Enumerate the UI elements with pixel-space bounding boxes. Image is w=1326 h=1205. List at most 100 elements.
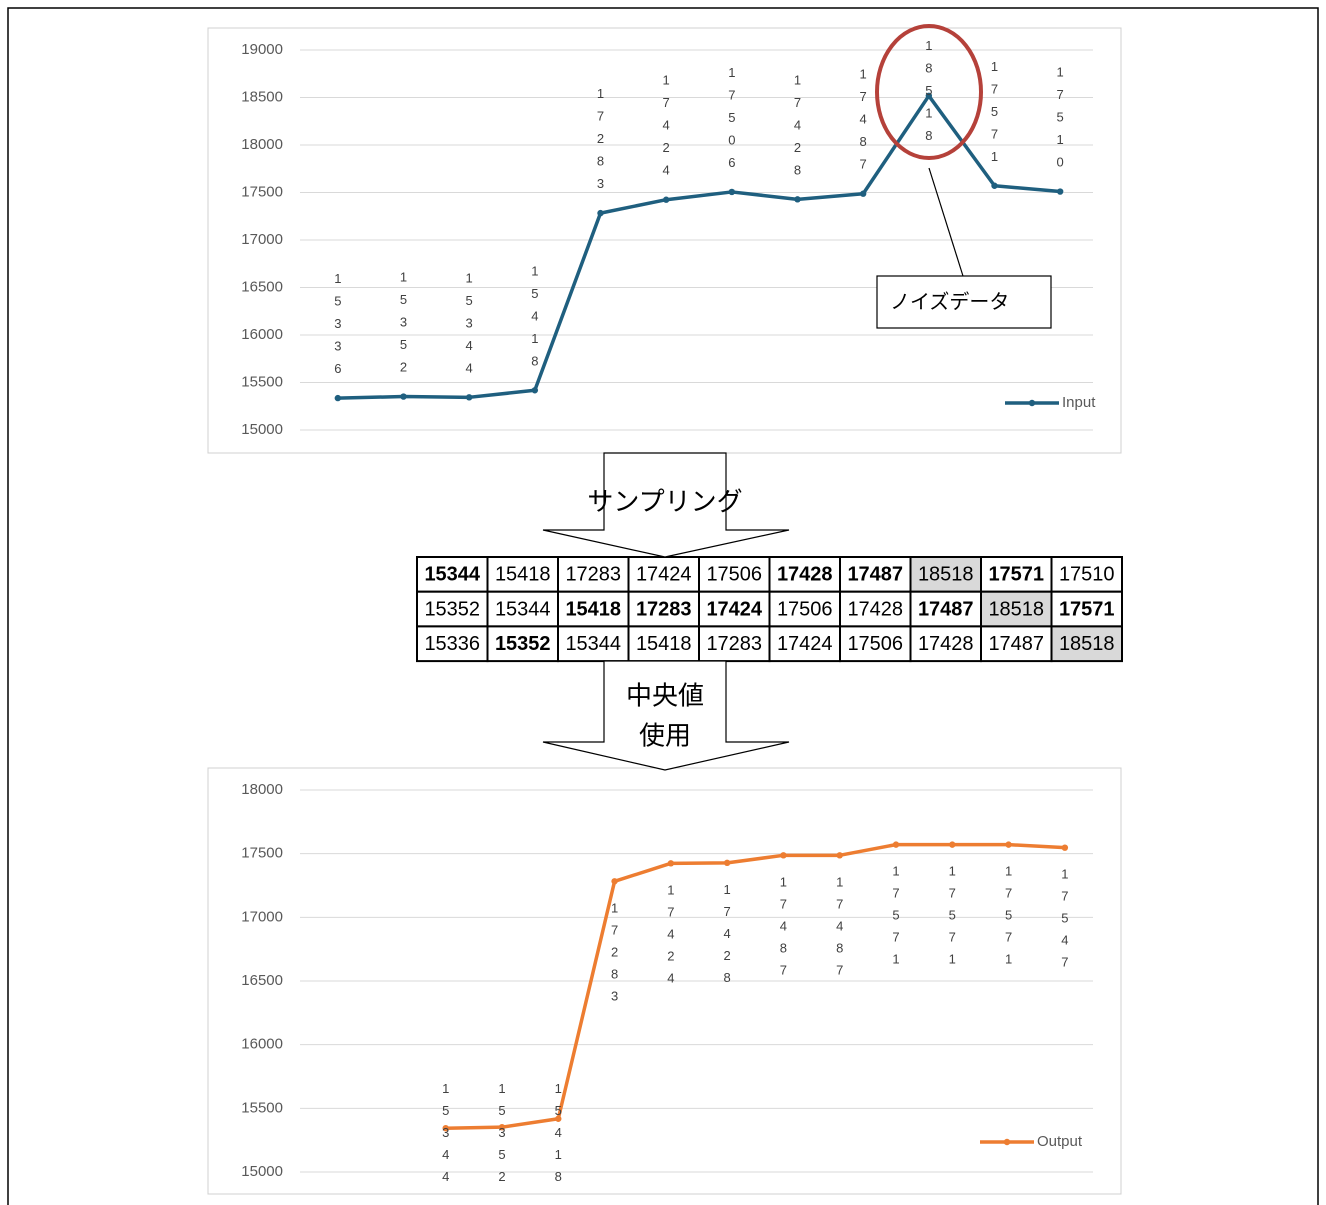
cell-text: 17506	[706, 564, 762, 586]
cell	[557, 556, 630, 593]
y-tick-label: 17500	[241, 845, 283, 862]
y-tick-label: 18000	[241, 781, 283, 798]
cell-text: 17487	[847, 564, 903, 586]
arrow-label: 中央値	[626, 682, 704, 712]
legend-label: Output	[1037, 1133, 1083, 1150]
callout-label: ノイズデータ	[890, 290, 1009, 314]
y-tick-label: 19000	[241, 41, 283, 58]
cell	[839, 590, 912, 628]
highlight-ellipse	[875, 24, 983, 160]
cell-text: 17424	[777, 633, 833, 655]
cell-text: 15344	[424, 564, 480, 586]
point	[1056, 188, 1064, 195]
point	[400, 393, 407, 400]
point	[892, 841, 900, 848]
series-line	[445, 842, 1065, 1130]
point	[465, 394, 473, 401]
point	[859, 190, 867, 197]
legend-label: Input	[1062, 394, 1096, 411]
cell	[557, 625, 630, 663]
cell-text: 17283	[565, 564, 621, 586]
cell-text: 17283	[636, 598, 692, 620]
y-tick-label: 18000	[241, 136, 283, 153]
cell	[768, 590, 841, 628]
arrow-label: サンプリング	[587, 488, 742, 518]
y-tick-label: 17500	[241, 183, 283, 200]
point	[836, 852, 843, 859]
y-tick-label: 16000	[241, 1036, 283, 1053]
point	[597, 209, 604, 217]
cell	[909, 590, 982, 628]
point	[780, 852, 787, 859]
cell-text: 17510	[1059, 564, 1115, 586]
point	[662, 196, 670, 203]
y-tick-label: 16000	[241, 326, 283, 343]
callout-line	[928, 167, 964, 277]
y-tick-label: 15000	[241, 421, 283, 438]
point	[531, 387, 539, 394]
point	[555, 1115, 562, 1122]
cell	[839, 625, 912, 663]
point	[794, 196, 801, 203]
point	[925, 92, 933, 99]
sample-table: 15344 15418 17283 17424 17506 17428 17487 18518…	[416, 556, 1123, 663]
y-tick-label: 16500	[241, 972, 283, 989]
arrow	[542, 452, 790, 558]
point	[498, 1123, 506, 1131]
point	[728, 188, 736, 196]
cell-text: 18518	[918, 564, 974, 586]
cell-text: 17424	[636, 564, 692, 586]
y-tick-label: 15500	[241, 1099, 283, 1116]
cell-text: 17428	[777, 564, 833, 586]
point	[723, 859, 731, 867]
cell-text: 18518	[1059, 633, 1115, 655]
cell-text: 18518	[988, 598, 1044, 620]
cell-text: 17428	[847, 598, 903, 620]
cell-text: 15344	[495, 598, 551, 620]
cell	[768, 625, 841, 663]
output-chart: 15000 15500 16000 16500 17000 17500 18000 1 5 3 4 4…	[207, 767, 1122, 1195]
point	[1005, 841, 1012, 848]
cell	[839, 556, 912, 593]
y-tick-label: 16500	[241, 278, 283, 295]
cell	[980, 625, 1053, 663]
series-line	[337, 94, 1061, 400]
arrow-label: 使用	[639, 722, 691, 752]
point	[334, 394, 342, 402]
callout-box	[876, 275, 1052, 329]
cell-text: 17506	[847, 633, 903, 655]
cell-text: 15336	[424, 633, 480, 655]
point	[667, 860, 675, 867]
legend-marker	[1003, 1138, 1011, 1146]
cell-text: 17428	[918, 633, 974, 655]
cell-text: 17571	[988, 564, 1044, 586]
input-chart: 15000 15500 16000 16500 17000 17500 18000 18500…	[207, 27, 1122, 454]
cell	[416, 625, 489, 663]
cell-text: 15352	[424, 598, 480, 620]
cell-text: 17487	[918, 598, 974, 620]
arrow	[542, 660, 790, 771]
cell-text: 15344	[565, 633, 621, 655]
cell-text: 15418	[565, 598, 621, 620]
cell-text: 17506	[777, 598, 833, 620]
cell-text: 17283	[706, 633, 762, 655]
legend-marker	[1028, 399, 1036, 407]
frame	[7, 7, 1319, 1205]
